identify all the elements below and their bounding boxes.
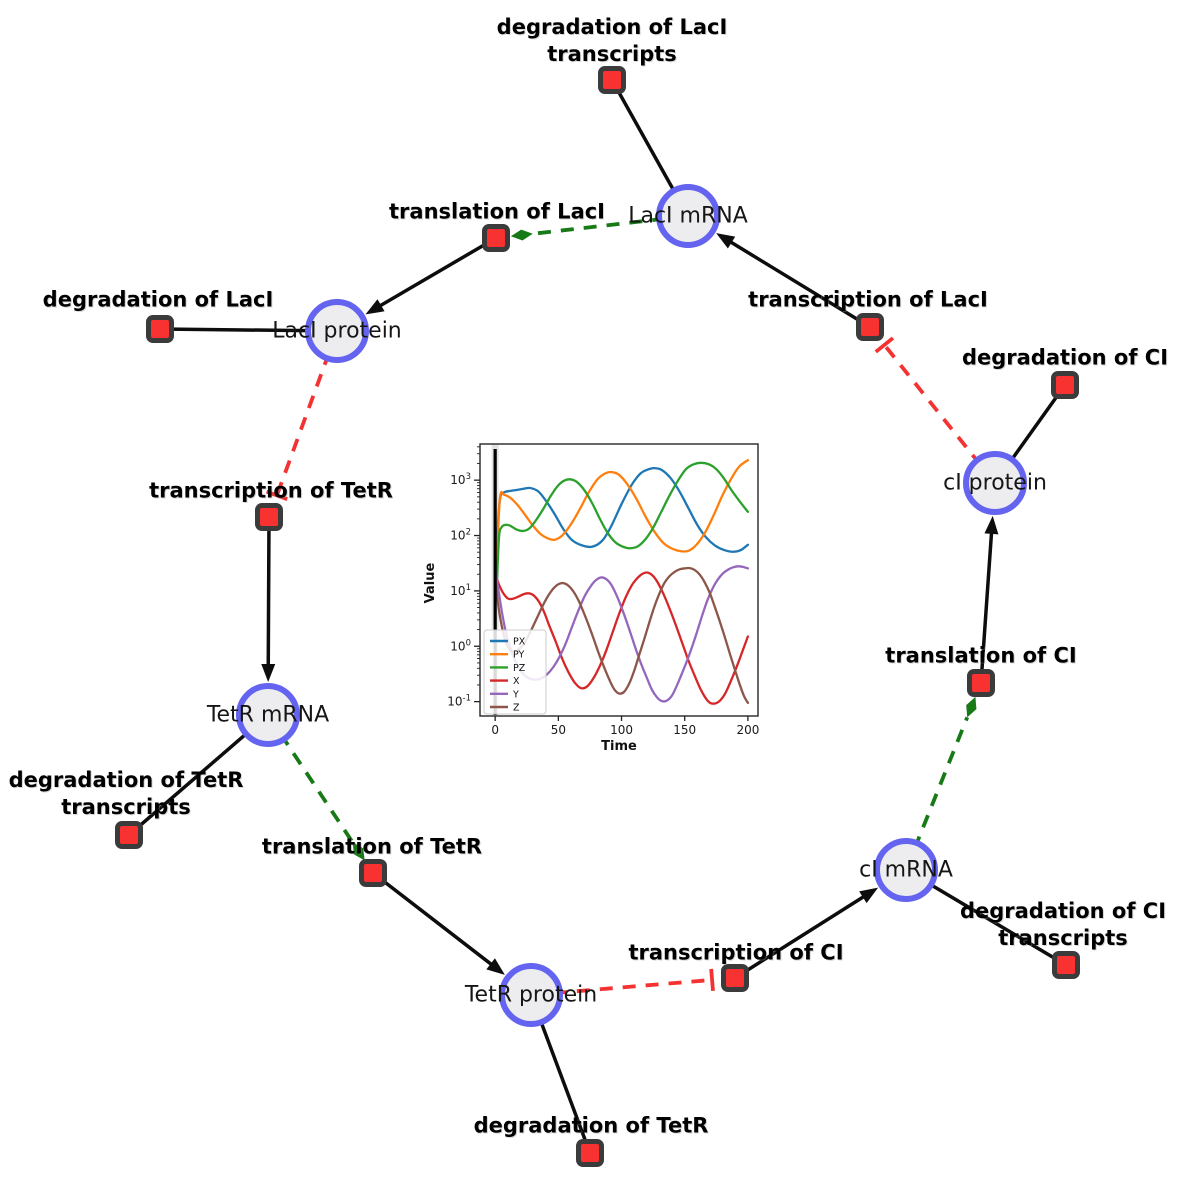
reaction-node-degradation_of_ci[interactable]: [1051, 371, 1079, 399]
edge-transcription_of_laci-laci_mrna: [716, 233, 871, 329]
edge-translation_of_laci-laci_protein: [365, 236, 497, 315]
x-axis-label: Time: [601, 739, 637, 754]
reaction-label-translation_of_ci: translation of CI: [885, 643, 1077, 668]
series-line-PY: [495, 458, 750, 593]
chart-legend: PX PY PZ XYZ: [483, 629, 547, 715]
species-node-laci_mrna[interactable]: [656, 184, 720, 248]
series-line-Z: [494, 566, 750, 705]
x-tick-label: 150: [673, 723, 696, 737]
legend-label-PZ: PZ: [513, 663, 526, 674]
edge-translation_of_ci-ci_protein: [979, 515, 999, 684]
series-line-X: [494, 571, 750, 705]
edge-transcription_of_tetr-tetr_mrna: [261, 516, 276, 683]
species-label-tetr_mrna: TetR mRNA: [206, 702, 330, 728]
reaction-label-degradation_of_tetr_transcripts: degradation of TetR transcripts: [8, 768, 244, 819]
reaction-label-translation_of_laci: translation of LacI: [389, 199, 605, 224]
x-tick-label: 50: [551, 723, 566, 737]
legend-label-Y: Y: [512, 689, 519, 700]
reaction-label-degradation_of_ci_transcripts: degradation of CI transcripts: [959, 899, 1167, 950]
legend-label-PX: PX: [513, 637, 526, 648]
y-tick-label: 101: [450, 583, 471, 598]
reaction-node-transcription_of_laci[interactable]: [856, 313, 884, 341]
reaction-node-transcription_of_tetr[interactable]: [255, 503, 283, 531]
reaction-node-degradation_of_tetr[interactable]: [576, 1139, 604, 1167]
reaction-node-degradation_of_tetr_transcripts[interactable]: [115, 821, 143, 849]
reaction-label-translation_of_tetr: translation of TetR: [261, 834, 483, 859]
legend-label-Z: Z: [513, 703, 520, 714]
edge-translation_of_tetr-tetr_protein: [371, 871, 505, 975]
reaction-node-degradation_of_laci[interactable]: [146, 315, 174, 343]
time-series-plot: 0 50 100 150 200 10-1 100 101 102 103 PX PY PZ XYZ Ti…: [423, 443, 759, 754]
species-label-laci_mrna: LacI mRNA: [628, 203, 748, 229]
species-node-laci_protein[interactable]: [305, 299, 369, 363]
reaction-label-degradation_of_tetr: degradation of TetR: [473, 1113, 709, 1138]
y-tick-label: 102: [450, 528, 471, 543]
reaction-node-translation_of_tetr[interactable]: [359, 859, 387, 887]
reaction-node-translation_of_laci[interactable]: [482, 224, 510, 252]
series-line-PZ: [495, 461, 750, 598]
axis-ticks: 0 50 100 150 200 10-1 100 101 102 103: [447, 446, 759, 737]
reaction-label-degradation_of_laci_transcripts: degradation of LacI transcripts: [496, 15, 728, 66]
reaction-node-degradation_of_laci_transcripts[interactable]: [598, 66, 626, 94]
y-axis-label: Value: [423, 562, 438, 603]
x-tick-label: 200: [736, 723, 759, 737]
species-node-ci_protein[interactable]: [963, 451, 1027, 515]
species-label-ci_protein: cI protein: [943, 470, 1047, 496]
reaction-node-translation_of_ci[interactable]: [967, 669, 995, 697]
reaction-node-transcription_of_ci[interactable]: [721, 964, 749, 992]
species-label-laci_protein: LacI protein: [272, 318, 402, 344]
species-node-ci_mrna[interactable]: [874, 838, 938, 902]
species-node-tetr_protein[interactable]: [499, 963, 563, 1027]
axes-box: [479, 443, 759, 717]
species-label-ci_mrna: cI mRNA: [859, 857, 953, 883]
y-tick-label: 100: [450, 638, 471, 653]
y-tick-label: 10-1: [447, 694, 471, 709]
x-tick-label: 100: [610, 723, 633, 737]
species-node-tetr_mrna[interactable]: [236, 683, 300, 747]
reaction-label-degradation_of_laci: degradation of LacI: [42, 287, 274, 312]
x-tick-label: 0: [491, 723, 499, 737]
legend-label-X: X: [513, 676, 520, 687]
legend-label-PY: PY: [513, 650, 525, 661]
species-label-tetr_protein: TetR protein: [464, 982, 598, 1008]
y-tick-label: 103: [450, 472, 471, 487]
reaction-label-transcription_of_ci: transcription of CI: [628, 940, 844, 965]
reaction-label-transcription_of_tetr: transcription of TetR: [149, 478, 393, 503]
reaction-label-degradation_of_ci: degradation of CI: [961, 345, 1169, 370]
edge-transcription_of_ci-ci_mrna: [734, 887, 879, 980]
reaction-label-transcription_of_laci: transcription of LacI: [748, 287, 988, 312]
reaction-node-degradation_of_ci_transcripts[interactable]: [1052, 951, 1080, 979]
